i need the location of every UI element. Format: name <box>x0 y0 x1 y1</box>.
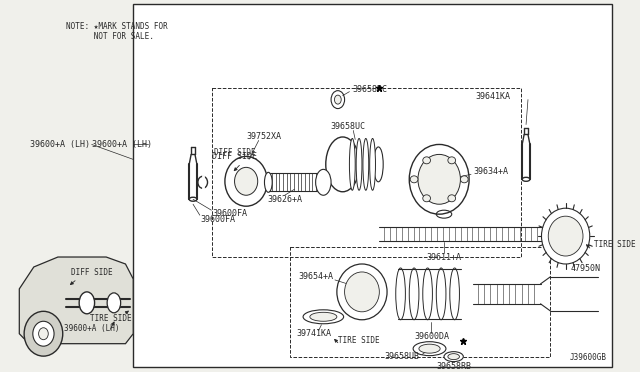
Text: TIRE SIDE: TIRE SIDE <box>594 240 636 248</box>
Ellipse shape <box>409 144 469 214</box>
Ellipse shape <box>448 354 460 360</box>
Ellipse shape <box>370 138 376 190</box>
Ellipse shape <box>413 342 446 356</box>
Ellipse shape <box>460 176 468 183</box>
Text: NOT FOR SALE.: NOT FOR SALE. <box>66 32 154 41</box>
Text: 39611+A: 39611+A <box>426 253 461 262</box>
Text: 39641KA: 39641KA <box>475 92 510 101</box>
Ellipse shape <box>444 352 463 362</box>
Text: 39634+A: 39634+A <box>473 167 508 176</box>
Text: DIFF SIDE: DIFF SIDE <box>71 269 113 278</box>
Text: 39600FA: 39600FA <box>201 215 236 224</box>
Text: 39654+A: 39654+A <box>298 272 333 282</box>
Ellipse shape <box>410 176 418 183</box>
Ellipse shape <box>331 91 344 109</box>
Ellipse shape <box>189 197 197 201</box>
Text: 39600FA: 39600FA <box>212 209 247 218</box>
Ellipse shape <box>79 292 95 314</box>
Ellipse shape <box>33 321 54 346</box>
Ellipse shape <box>423 268 433 320</box>
Ellipse shape <box>423 195 431 202</box>
Text: TIRE SIDE: TIRE SIDE <box>90 314 132 323</box>
Ellipse shape <box>448 195 456 202</box>
Ellipse shape <box>234 167 258 195</box>
Ellipse shape <box>548 216 583 256</box>
Ellipse shape <box>409 268 419 320</box>
Bar <box>212 88 521 257</box>
Ellipse shape <box>326 137 360 192</box>
Text: 39600+A (LH): 39600+A (LH) <box>92 140 152 149</box>
Text: J39600GB: J39600GB <box>569 353 606 362</box>
Ellipse shape <box>423 157 431 164</box>
Ellipse shape <box>396 268 405 320</box>
Text: 39658UB: 39658UB <box>385 352 420 361</box>
Text: DIFF SIDE: DIFF SIDE <box>214 148 255 157</box>
Ellipse shape <box>418 154 460 204</box>
Ellipse shape <box>363 138 369 190</box>
Text: 39600+A (LH): 39600+A (LH) <box>64 324 120 333</box>
Text: 39600DA: 39600DA <box>414 332 449 341</box>
Text: 39752XA: 39752XA <box>246 132 281 141</box>
Text: 39658RC: 39658RC <box>352 85 387 94</box>
Polygon shape <box>19 257 133 344</box>
Ellipse shape <box>541 208 589 264</box>
Ellipse shape <box>225 156 268 206</box>
Ellipse shape <box>419 344 440 353</box>
Text: 39600+A (LH): 39600+A (LH) <box>30 140 90 149</box>
Ellipse shape <box>344 272 380 312</box>
Text: 39658UC: 39658UC <box>330 122 365 131</box>
Text: 39658RB: 39658RB <box>436 362 471 371</box>
Text: TIRE SIDE: TIRE SIDE <box>338 336 380 345</box>
Ellipse shape <box>349 138 355 190</box>
Ellipse shape <box>38 328 48 340</box>
Ellipse shape <box>374 147 383 182</box>
Ellipse shape <box>337 264 387 320</box>
Text: 39626+A: 39626+A <box>268 195 302 204</box>
Bar <box>133 4 612 366</box>
Ellipse shape <box>436 268 446 320</box>
Text: 47950N: 47950N <box>570 264 600 273</box>
Ellipse shape <box>316 169 331 195</box>
Ellipse shape <box>107 293 121 313</box>
Ellipse shape <box>264 172 272 192</box>
Ellipse shape <box>522 177 530 181</box>
Ellipse shape <box>310 312 337 321</box>
Ellipse shape <box>303 310 344 324</box>
Text: NOTE: ★MARK STANDS FOR: NOTE: ★MARK STANDS FOR <box>66 22 168 31</box>
Text: DIFF SIDE: DIFF SIDE <box>212 152 257 161</box>
Ellipse shape <box>24 311 63 356</box>
Text: 39741KA: 39741KA <box>296 329 332 338</box>
Ellipse shape <box>335 95 341 104</box>
Bar <box>289 247 550 357</box>
Ellipse shape <box>448 157 456 164</box>
Ellipse shape <box>356 138 362 190</box>
Ellipse shape <box>450 268 460 320</box>
